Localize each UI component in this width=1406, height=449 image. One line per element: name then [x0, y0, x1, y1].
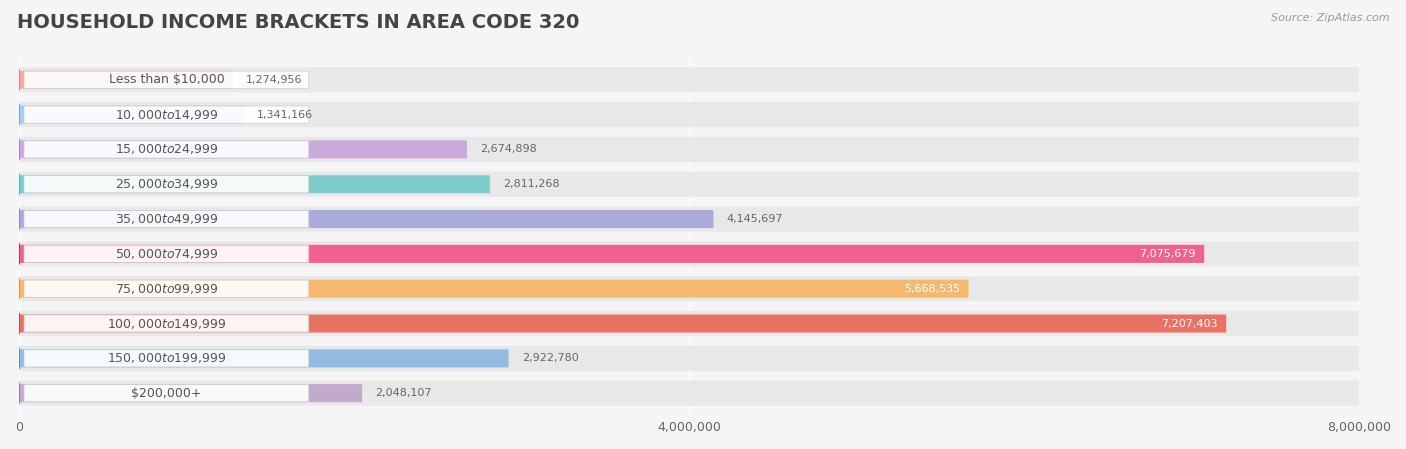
- Text: $35,000 to $49,999: $35,000 to $49,999: [115, 212, 218, 226]
- Text: Less than $10,000: Less than $10,000: [108, 73, 225, 86]
- FancyBboxPatch shape: [20, 349, 509, 367]
- FancyBboxPatch shape: [24, 211, 309, 228]
- FancyBboxPatch shape: [20, 207, 1360, 232]
- FancyBboxPatch shape: [20, 106, 243, 123]
- Text: $75,000 to $99,999: $75,000 to $99,999: [115, 282, 218, 296]
- FancyBboxPatch shape: [24, 71, 309, 88]
- Text: 7,207,403: 7,207,403: [1161, 318, 1218, 329]
- FancyBboxPatch shape: [20, 172, 1360, 197]
- Text: 2,674,898: 2,674,898: [481, 145, 537, 154]
- FancyBboxPatch shape: [20, 137, 1360, 162]
- FancyBboxPatch shape: [24, 106, 309, 123]
- Text: $25,000 to $34,999: $25,000 to $34,999: [115, 177, 218, 191]
- FancyBboxPatch shape: [20, 314, 1226, 333]
- Text: $150,000 to $199,999: $150,000 to $199,999: [107, 352, 226, 365]
- FancyBboxPatch shape: [20, 381, 1360, 406]
- FancyBboxPatch shape: [20, 280, 969, 298]
- Text: 2,922,780: 2,922,780: [522, 353, 579, 363]
- FancyBboxPatch shape: [20, 102, 1360, 127]
- Text: $100,000 to $149,999: $100,000 to $149,999: [107, 317, 226, 330]
- FancyBboxPatch shape: [24, 385, 309, 402]
- Text: 7,075,679: 7,075,679: [1139, 249, 1195, 259]
- FancyBboxPatch shape: [24, 176, 309, 193]
- FancyBboxPatch shape: [24, 350, 309, 367]
- FancyBboxPatch shape: [24, 141, 309, 158]
- FancyBboxPatch shape: [20, 141, 467, 158]
- Text: $50,000 to $74,999: $50,000 to $74,999: [115, 247, 218, 261]
- FancyBboxPatch shape: [20, 242, 1360, 266]
- Text: 2,048,107: 2,048,107: [375, 388, 432, 398]
- FancyBboxPatch shape: [20, 276, 1360, 301]
- FancyBboxPatch shape: [20, 245, 1204, 263]
- FancyBboxPatch shape: [20, 210, 713, 228]
- FancyBboxPatch shape: [20, 384, 363, 402]
- FancyBboxPatch shape: [20, 175, 489, 193]
- Text: $200,000+: $200,000+: [131, 387, 201, 400]
- FancyBboxPatch shape: [20, 67, 1360, 92]
- Text: 4,145,697: 4,145,697: [727, 214, 783, 224]
- FancyBboxPatch shape: [24, 280, 309, 297]
- Text: HOUSEHOLD INCOME BRACKETS IN AREA CODE 320: HOUSEHOLD INCOME BRACKETS IN AREA CODE 3…: [17, 13, 579, 32]
- Text: 5,668,535: 5,668,535: [904, 284, 960, 294]
- FancyBboxPatch shape: [20, 311, 1360, 336]
- Text: 1,274,956: 1,274,956: [246, 75, 302, 85]
- Text: Source: ZipAtlas.com: Source: ZipAtlas.com: [1271, 13, 1389, 23]
- Text: $10,000 to $14,999: $10,000 to $14,999: [115, 108, 218, 122]
- Text: $15,000 to $24,999: $15,000 to $24,999: [115, 142, 218, 156]
- FancyBboxPatch shape: [20, 71, 232, 89]
- Text: 2,811,268: 2,811,268: [503, 179, 560, 189]
- Text: 1,341,166: 1,341,166: [257, 110, 314, 119]
- FancyBboxPatch shape: [24, 245, 309, 263]
- FancyBboxPatch shape: [20, 346, 1360, 371]
- FancyBboxPatch shape: [24, 315, 309, 332]
